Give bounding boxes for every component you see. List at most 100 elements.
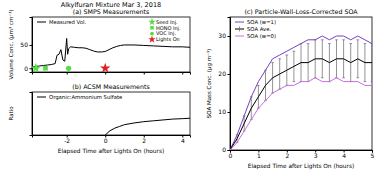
- x-tick: [182, 72, 183, 75]
- y-axis-line: [30, 93, 33, 136]
- x-tick-mark: [144, 72, 145, 75]
- y-tick-label: 20: [218, 70, 226, 77]
- plot-area: [230, 36, 372, 150]
- x-tick: 3: [314, 150, 318, 159]
- x-axis-title: Elapsed Time after Lights On (hours): [248, 163, 354, 170]
- chart-title: (c) Particle-Wall-Loss-Corrected SOA: [244, 8, 358, 15]
- plot-frame: [32, 92, 190, 135]
- marker: [100, 63, 110, 72]
- plot-frame: [32, 17, 190, 72]
- legend-label: Lights On: [156, 36, 180, 43]
- x-tick: 5: [371, 150, 375, 159]
- y-tick-mark: [228, 112, 231, 113]
- y-axis: 0 10 20 30: [218, 18, 230, 154]
- x-tick-label: 0: [229, 152, 233, 159]
- series-line: [230, 59, 372, 150]
- x-axis-line: [231, 151, 373, 153]
- chart-title: (b) ACSM Measurements: [72, 83, 149, 90]
- x-tick: [67, 72, 68, 75]
- legend-key: [239, 27, 240, 32]
- y-axis-line: [228, 18, 231, 151]
- x-tick-label: 1: [257, 152, 261, 159]
- x-tick-label: 4: [342, 152, 346, 159]
- panel: -2 0 2 4 (b) ACSM Measurements Elapsed Time a…: [8, 83, 191, 155]
- y-tick: 30: [218, 32, 230, 39]
- legend-key: [235, 36, 244, 37]
- x-axis-line: [33, 136, 191, 138]
- y-tick-mark: [228, 36, 231, 37]
- legend-key: [148, 18, 156, 25]
- y-tick-label: 0: [222, 146, 226, 153]
- x-tick: 0: [104, 135, 108, 144]
- y-tick-label: 50: [20, 41, 28, 48]
- series-line: [230, 36, 372, 150]
- y-tick-mark: [228, 74, 231, 75]
- legend-key: [150, 32, 154, 36]
- series-line: [32, 38, 190, 66]
- y-axis-title: SOA Mass Conc. (μg m⁻³): [206, 49, 213, 119]
- x-tick: 0: [229, 150, 233, 159]
- legend-label: Organic:Ammonium Sulfate: [49, 94, 122, 101]
- plot-area: [105, 118, 190, 135]
- x-tick-mark: [182, 72, 183, 75]
- y-axis: [30, 93, 33, 136]
- y-axis: 0 50: [20, 18, 32, 73]
- marker: [43, 66, 48, 71]
- error-bars: [230, 40, 372, 150]
- x-axis-title: Elapsed Time after Lights On (hours): [58, 148, 164, 155]
- legend-key: [148, 35, 156, 42]
- legend-key: [150, 26, 153, 29]
- y-tick-mark: [228, 150, 231, 151]
- legend: Measured Vol.Seed Inj.HONO Inj.VOC Inj.L…: [37, 18, 181, 43]
- x-tick: [144, 72, 145, 75]
- x-tick: 2: [142, 135, 146, 144]
- x-axis: [33, 72, 191, 75]
- legend-label: SOA (w=1): [247, 19, 276, 25]
- y-tick: 0: [222, 146, 230, 153]
- x-tick-label: 0: [104, 137, 108, 144]
- legend-key: [37, 22, 46, 23]
- y-axis-title: Ratio: [8, 106, 14, 121]
- x-tick: 2: [285, 150, 289, 159]
- x-axis: 0 1 2 3 4 5: [229, 150, 375, 159]
- legend-label: SOA Ave.: [247, 26, 271, 32]
- series-line: [230, 78, 372, 150]
- figure: Alkylfuran Mixture Mar 3, 2018050(a) SMP…: [0, 0, 378, 174]
- x-axis-line: [33, 73, 191, 75]
- y-tick: 50: [20, 41, 32, 48]
- x-tick-mark: [105, 72, 106, 75]
- x-tick: [105, 72, 106, 75]
- panel: 0 1 2 3 4 5 0 10 20 30 (c) Particle-Wall-Loss-Corr…: [206, 8, 375, 170]
- legend-label: SOA (w=0): [247, 33, 276, 39]
- x-axis: -2 0 2 4: [33, 135, 191, 144]
- x-tick-label: -2: [64, 137, 70, 144]
- x-tick-label: 3: [314, 152, 318, 159]
- plot-frame: [230, 17, 372, 150]
- legend: SOA (w=1)SOA Ave.SOA (w=0): [235, 19, 276, 39]
- marker: [32, 63, 41, 72]
- x-tick: 4: [181, 135, 185, 144]
- legend-key: [37, 97, 46, 98]
- x-tick: 1: [257, 150, 261, 159]
- y-tick-label: 10: [218, 108, 226, 115]
- x-tick-mark: [67, 72, 68, 75]
- marker: [66, 66, 71, 71]
- y-axis-line: [30, 18, 33, 73]
- x-tick-label: 2: [285, 152, 289, 159]
- y-tick: 10: [218, 108, 230, 115]
- series-line: [105, 118, 190, 135]
- y-tick: 0: [24, 65, 32, 72]
- x-tick-label: 5: [371, 152, 375, 159]
- x-tick: 4: [342, 150, 346, 159]
- y-axis-title: Volume Conc. (μm³ cm⁻³): [8, 9, 15, 79]
- panel: 050(a) SMPS MeasurementsVolume Conc. (μm…: [8, 8, 191, 80]
- x-tick: -2: [64, 135, 70, 144]
- x-tick-label: 4: [181, 137, 185, 144]
- y-tick-mark: [30, 45, 33, 46]
- y-tick-label: 30: [218, 32, 226, 39]
- legend-key: [235, 22, 244, 23]
- x-tick-label: 2: [142, 137, 146, 144]
- y-tick-mark: [30, 68, 33, 69]
- legend: Organic:Ammonium Sulfate: [37, 94, 122, 101]
- y-tick: 20: [218, 70, 230, 77]
